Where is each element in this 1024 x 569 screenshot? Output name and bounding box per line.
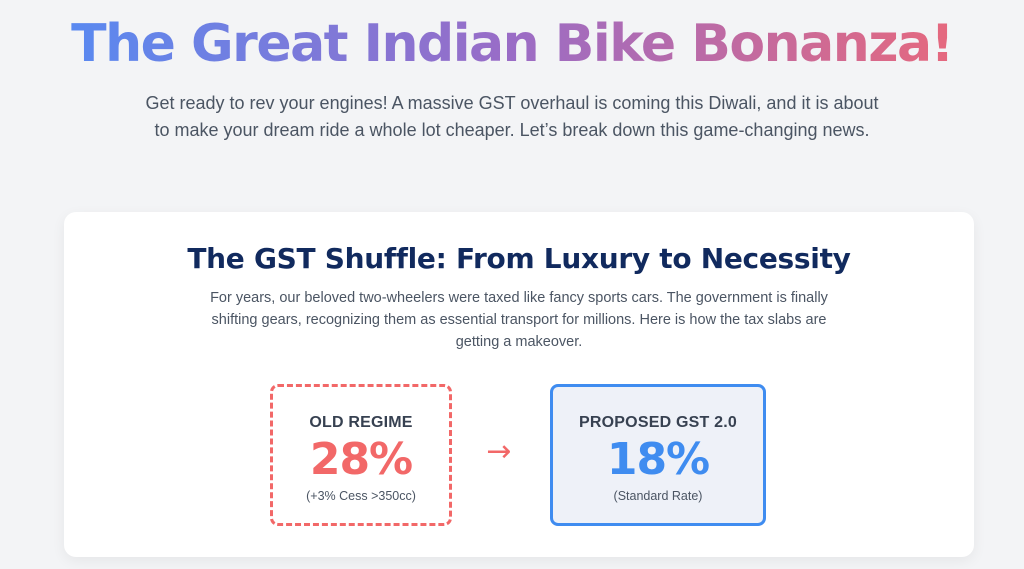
gst-section-title: The GST Shuffle: From Luxury to Necessit…: [187, 242, 851, 275]
new-regime-box: PROPOSED GST 2.0 18% (Standard Rate): [550, 384, 766, 526]
new-regime-rate: 18%: [606, 434, 710, 485]
new-regime-label: PROPOSED GST 2.0: [579, 414, 737, 431]
hero-subtitle: Get ready to rev your engines! A massive…: [145, 93, 879, 140]
new-regime-note: (Standard Rate): [613, 489, 703, 503]
old-regime-rate: 28%: [309, 434, 413, 485]
gst-section-text: For years, our beloved two-wheelers were…: [210, 290, 828, 350]
gst-shuffle-card: The GST Shuffle: From Luxury to Necessit…: [64, 212, 974, 557]
arrow-right-icon: →: [486, 434, 512, 469]
old-regime-note: (+3% Cess >350cc): [306, 489, 416, 503]
old-regime-label: OLD REGIME: [309, 414, 413, 431]
hero-title: The Great Indian Bike Bonanza!: [0, 12, 1024, 76]
old-regime-box: OLD REGIME 28% (+3% Cess >350cc): [270, 384, 452, 526]
